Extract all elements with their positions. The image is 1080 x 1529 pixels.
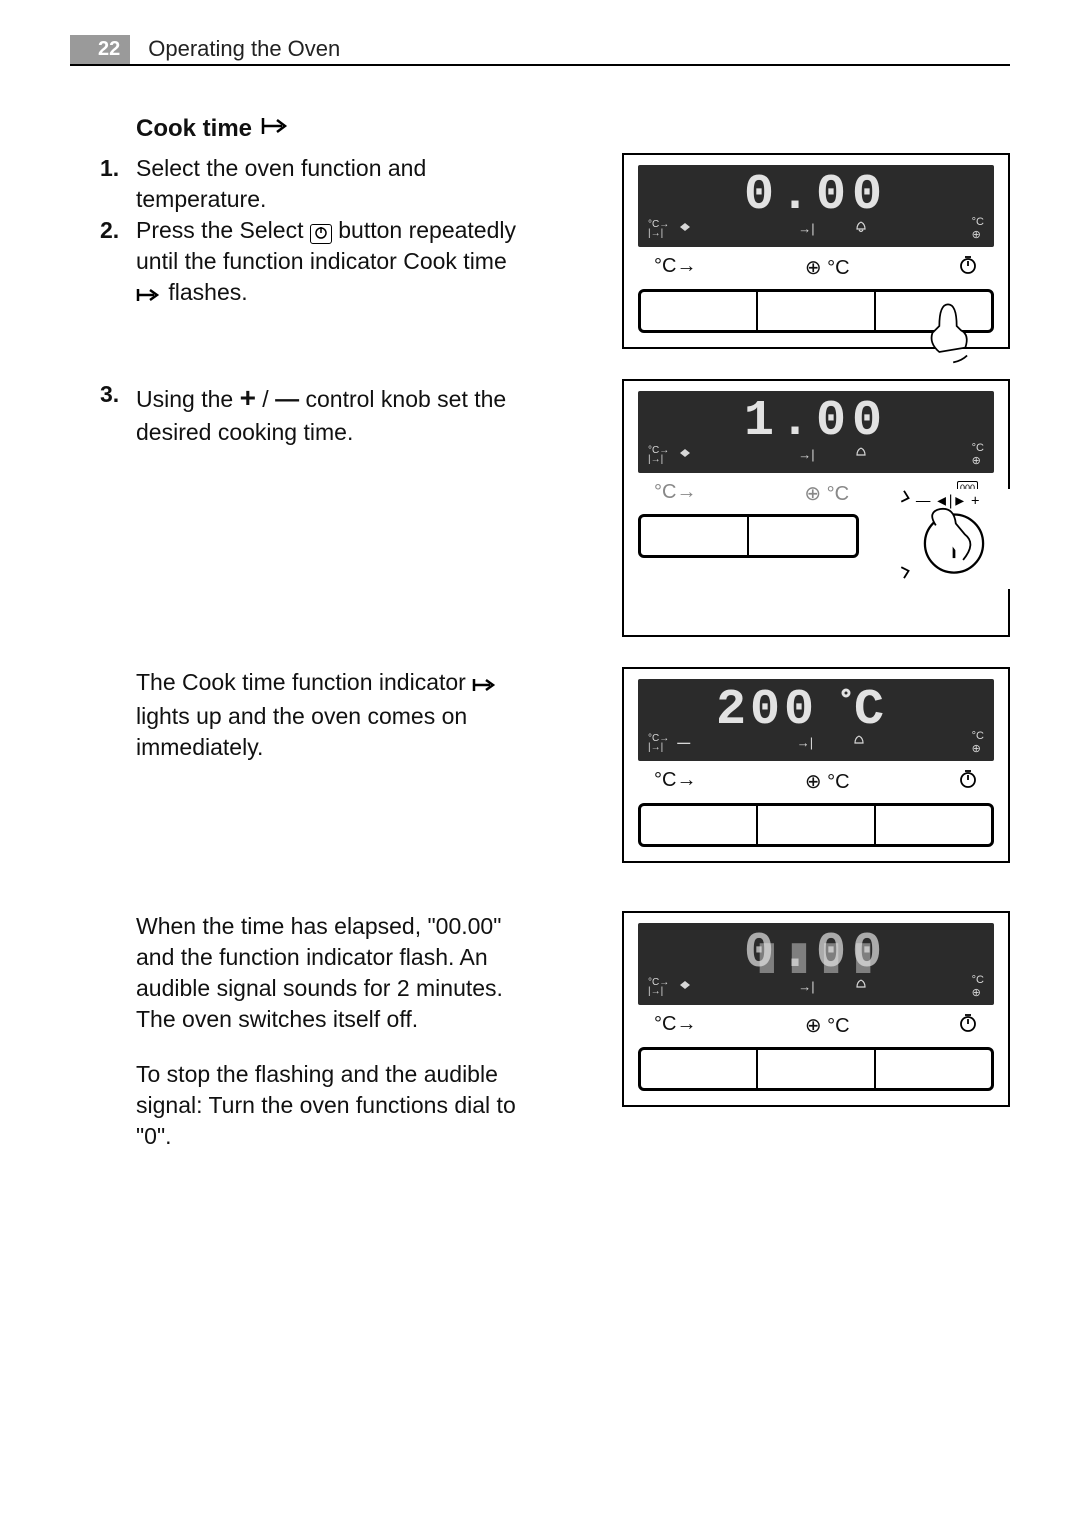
step-3-text: Using the + / — control knob set the des… [136, 379, 530, 448]
bell-icon [855, 221, 867, 236]
step-2-part3: flashes. [162, 279, 248, 305]
arrow-icon: →| [798, 447, 814, 462]
header-title: Operating the Oven [148, 36, 340, 62]
step-3-block: 3. Using the + / — control knob set the … [100, 379, 530, 448]
cook-time-icon [136, 280, 162, 311]
page-content: Cook time 1. Select the oven function an… [100, 115, 1010, 1164]
thermostat-button-icon: ⊕ °C [804, 481, 849, 506]
para-lights-a: The Cook time function indicator [136, 669, 472, 695]
button-row: °C→ ⊕ °C [638, 1013, 994, 1039]
para-elapsed: When the time has elapsed, "00.00" and t… [136, 911, 530, 1035]
page-header: 22 Operating the Oven [70, 34, 1010, 66]
step-1: 1. Select the oven function and temperat… [100, 153, 530, 215]
temp-fast-icon: °C→|→| [648, 978, 669, 996]
bell-icon [855, 447, 867, 462]
oven-panel-1: 0.00 °C→|→| →| °C⊕ °C→ [622, 153, 1010, 349]
oven-panel-3: 200 C °C→|→| — →| [622, 667, 1010, 863]
arrow-icon: →| [798, 221, 814, 236]
step-3-num: 3. [100, 379, 136, 448]
thermostat-button-icon: ⊕ °C [805, 1013, 850, 1039]
slot-row [638, 1047, 994, 1091]
temp-indicator-icon: °C⊕ [972, 974, 984, 999]
step-2-text: Press the Select button repeatedly until… [136, 215, 530, 311]
temp-fast-icon: °C→|→| [648, 734, 669, 752]
timer-button-icon [958, 1013, 978, 1039]
thermostat-button-icon: ⊕ °C [805, 255, 850, 281]
thermostat-button-icon: ⊕ °C [805, 769, 850, 795]
para-stop: To stop the flashing and the audible sig… [136, 1059, 530, 1152]
arrow-icon: →| [797, 735, 813, 750]
para-lights-b: lights up and the oven comes on immediat… [136, 703, 467, 760]
minus-icon: — [275, 386, 299, 413]
temp-fast-icon: °C→|→| [648, 446, 669, 464]
page-number: 22 [70, 35, 130, 64]
svg-text:— ◄|► +: — ◄|► + [916, 493, 980, 509]
indicator-row: °C→|→| →| °C⊕ [648, 442, 984, 467]
indicator-row: °C→|→| — →| °C⊕ [648, 730, 984, 755]
para-lights: The Cook time function indicator lights … [100, 667, 530, 763]
steps-1-2: 1. Select the oven function and temperat… [100, 153, 530, 311]
oven-display: 1.00 °C→|→| →| °C⊕ [638, 391, 994, 473]
temp-fast-button-icon: °C→ [654, 769, 696, 795]
section-title-text: Cook time [136, 115, 252, 143]
oven-display: ▮▮▮▮ 0.00 °C→|→| →| °C⊕ [638, 923, 994, 1005]
temp-indicator-icon: °C⊕ [972, 730, 984, 755]
auto-icon [677, 220, 693, 237]
timer-button-icon [958, 255, 978, 281]
select-button-icon [310, 224, 332, 244]
oven-panel-4: ▮▮▮▮ 0.00 °C→|→| →| °C⊕ [622, 911, 1010, 1107]
temp-indicator-icon: °C⊕ [972, 216, 984, 241]
step-3: 3. Using the + / — control knob set the … [100, 379, 530, 448]
oven-panel-2: 1.00 °C→|→| →| °C⊕ °C→ [622, 379, 1010, 637]
oven-display: 200 C °C→|→| — →| [638, 679, 994, 761]
section-title: Cook time [136, 115, 1010, 143]
button-row: °C→ ⊕ °C [638, 769, 994, 795]
arrow-icon: →| [798, 979, 814, 994]
temp-fast-icon: °C→|→| [648, 220, 669, 238]
indicator-row: °C→|→| →| °C⊕ [648, 974, 984, 999]
step-2: 2. Press the Select button repeatedly un… [100, 215, 530, 311]
bell-icon [855, 979, 867, 994]
step-2-part1: Press the Select [136, 217, 310, 243]
step-1-num: 1. [100, 153, 136, 215]
bell-icon [853, 735, 865, 750]
indicator-row: °C→|→| →| °C⊕ [648, 216, 984, 241]
heating-icon: — [677, 735, 690, 750]
temp-indicator-icon: °C⊕ [972, 442, 984, 467]
step-1-text: Select the oven function and temperature… [136, 153, 530, 215]
auto-icon [677, 446, 693, 463]
para-elapsed-block: When the time has elapsed, "00.00" and t… [100, 911, 530, 1152]
auto-icon [677, 978, 693, 995]
step-2-num: 2. [100, 215, 136, 311]
temp-fast-button-icon: °C→ [654, 1013, 696, 1039]
slot-row [638, 514, 859, 558]
finger-press-icon [922, 291, 974, 361]
plus-icon: + [240, 382, 256, 413]
step-3-part1: Using the [136, 386, 240, 412]
slash: / [256, 386, 275, 412]
timer-button-icon [958, 769, 978, 795]
temp-fast-button-icon: °C→ [654, 255, 696, 281]
button-row: °C→ ⊕ °C [638, 255, 994, 281]
cook-time-icon [260, 115, 290, 143]
temp-fast-button-icon: °C→ [654, 481, 696, 506]
cook-time-icon [472, 670, 498, 701]
oven-display: 0.00 °C→|→| →| °C⊕ [638, 165, 994, 247]
control-knob-inset: — ◄|► + [894, 489, 1014, 589]
slot-row [638, 803, 994, 847]
